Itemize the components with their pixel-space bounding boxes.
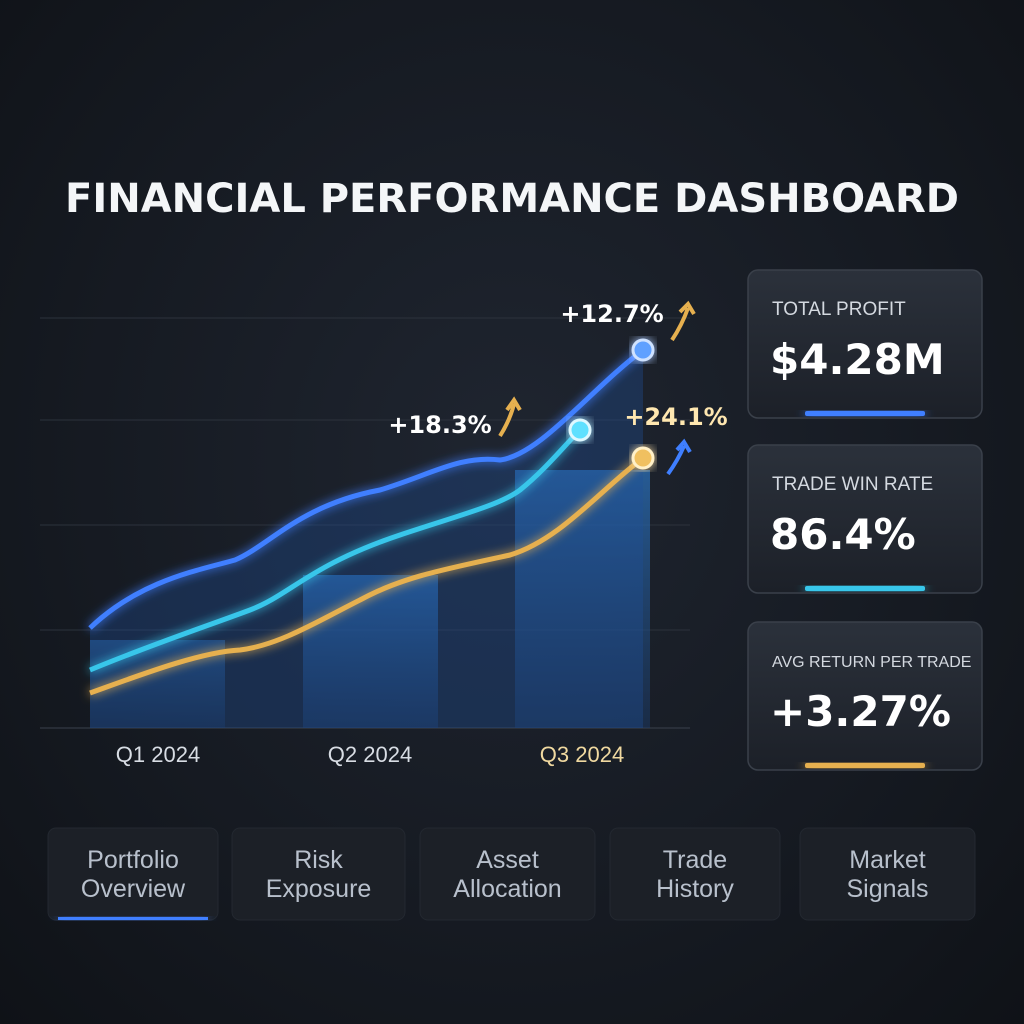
- accent-bar: [805, 586, 925, 591]
- annotation: +12.7%: [560, 300, 663, 328]
- tab-label: Portfolio: [87, 846, 179, 874]
- kpi-label: TOTAL PROFIT: [772, 299, 906, 320]
- tab-label: History: [656, 875, 734, 903]
- tab-bg: [47, 827, 219, 921]
- kpi-card: TOTAL PROFIT $4.28M: [747, 269, 983, 419]
- tab-label: Allocation: [453, 875, 561, 903]
- line-blue: [88, 348, 645, 630]
- kpi-value: +3.27%: [770, 687, 951, 736]
- accent-bar: [805, 763, 925, 768]
- annotation: +18.3%: [388, 411, 491, 439]
- tab-bg: [419, 827, 596, 921]
- tab-bg: [609, 827, 781, 921]
- point: [631, 446, 655, 470]
- tab-label: Asset: [476, 846, 539, 874]
- tabs: PortfolioOverviewRiskExposureAssetAlloca…: [47, 827, 976, 921]
- card-bg: [747, 269, 983, 419]
- tab-label: Overview: [81, 875, 186, 903]
- line-cyan: [89, 428, 582, 673]
- kpi-label: AVG RETURN PER TRADE: [772, 654, 971, 671]
- x-tick-label: Q3 2024: [540, 742, 624, 767]
- bar: [303, 575, 438, 728]
- card-bg: [747, 621, 983, 771]
- kpi-value: 86.4%: [770, 510, 916, 559]
- accent-bar: [805, 411, 925, 416]
- kpi-value: $4.28M: [770, 335, 945, 384]
- tab-bg: [231, 827, 406, 921]
- tab-label: Market: [849, 846, 925, 874]
- tab-underline: [58, 917, 208, 920]
- card-bg: [747, 444, 983, 594]
- line-gold: [89, 455, 645, 696]
- tab-label: Signals: [847, 875, 929, 903]
- x-tick-label: Q1 2024: [116, 742, 200, 767]
- chart: +12.7% +18.3% +24.1% Q1 2024 Q2 2024 Q3 …: [40, 300, 728, 767]
- tab-bg: [799, 827, 976, 921]
- arrow-icon: [666, 438, 692, 476]
- point: [568, 418, 592, 442]
- area: [90, 350, 643, 728]
- kpi-card: AVG RETURN PER TRADE +3.27%: [747, 621, 983, 771]
- x-tick-label: Q2 2024: [328, 742, 412, 767]
- tab-label: Trade: [663, 846, 727, 874]
- point: [631, 338, 655, 362]
- arrow-icon: [498, 396, 522, 438]
- arrow-icon: [670, 300, 696, 342]
- tab-label: Risk: [294, 846, 343, 874]
- tab-label: Exposure: [266, 875, 372, 903]
- title: FINANCIAL PERFORMANCE DASHBOARD: [65, 176, 959, 222]
- kpi-card: TRADE WIN RATE 86.4%: [747, 444, 983, 594]
- kpi-label: TRADE WIN RATE: [772, 474, 933, 495]
- annotation: +24.1%: [624, 403, 727, 431]
- kpi-cards: TOTAL PROFIT $4.28M TRADE WIN RATE 86.4% AVG…: [747, 269, 983, 771]
